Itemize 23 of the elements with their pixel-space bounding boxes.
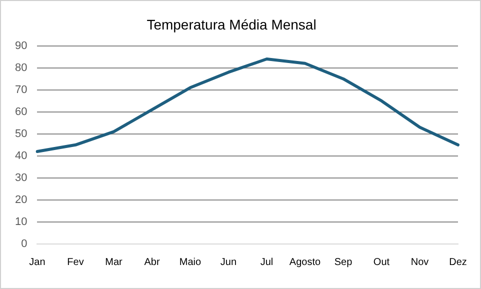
y-tick-label: 10 <box>14 216 28 228</box>
x-tick-label: Out <box>373 256 390 268</box>
y-tick-label: 30 <box>14 172 28 184</box>
y-tick-label: 70 <box>14 84 28 96</box>
y-tick-label: 80 <box>14 62 28 74</box>
x-tick-label: Jul <box>260 256 274 268</box>
x-tick-label: Dez <box>449 256 467 268</box>
x-tick-label: Fev <box>67 256 84 268</box>
y-tick-label: 60 <box>14 106 28 118</box>
x-tick-label: Mar <box>105 256 124 268</box>
x-tick-label: Sep <box>334 256 353 268</box>
x-tick-label: Maio <box>179 256 202 268</box>
y-tick-label: 20 <box>14 194 28 206</box>
x-tick-label: Jun <box>220 256 237 268</box>
x-tick-label: Nov <box>410 256 429 268</box>
chart-title: Temperatura Média Mensal <box>146 16 316 32</box>
x-tick-label: Agosto <box>289 256 321 268</box>
x-tick-label: Abr <box>144 256 160 268</box>
y-tick-label: 90 <box>14 40 28 52</box>
y-tick-label: 0 <box>21 238 28 250</box>
y-tick-label: 50 <box>14 128 28 140</box>
x-tick-label: Jan <box>29 256 46 268</box>
y-tick-label: 40 <box>14 150 28 162</box>
